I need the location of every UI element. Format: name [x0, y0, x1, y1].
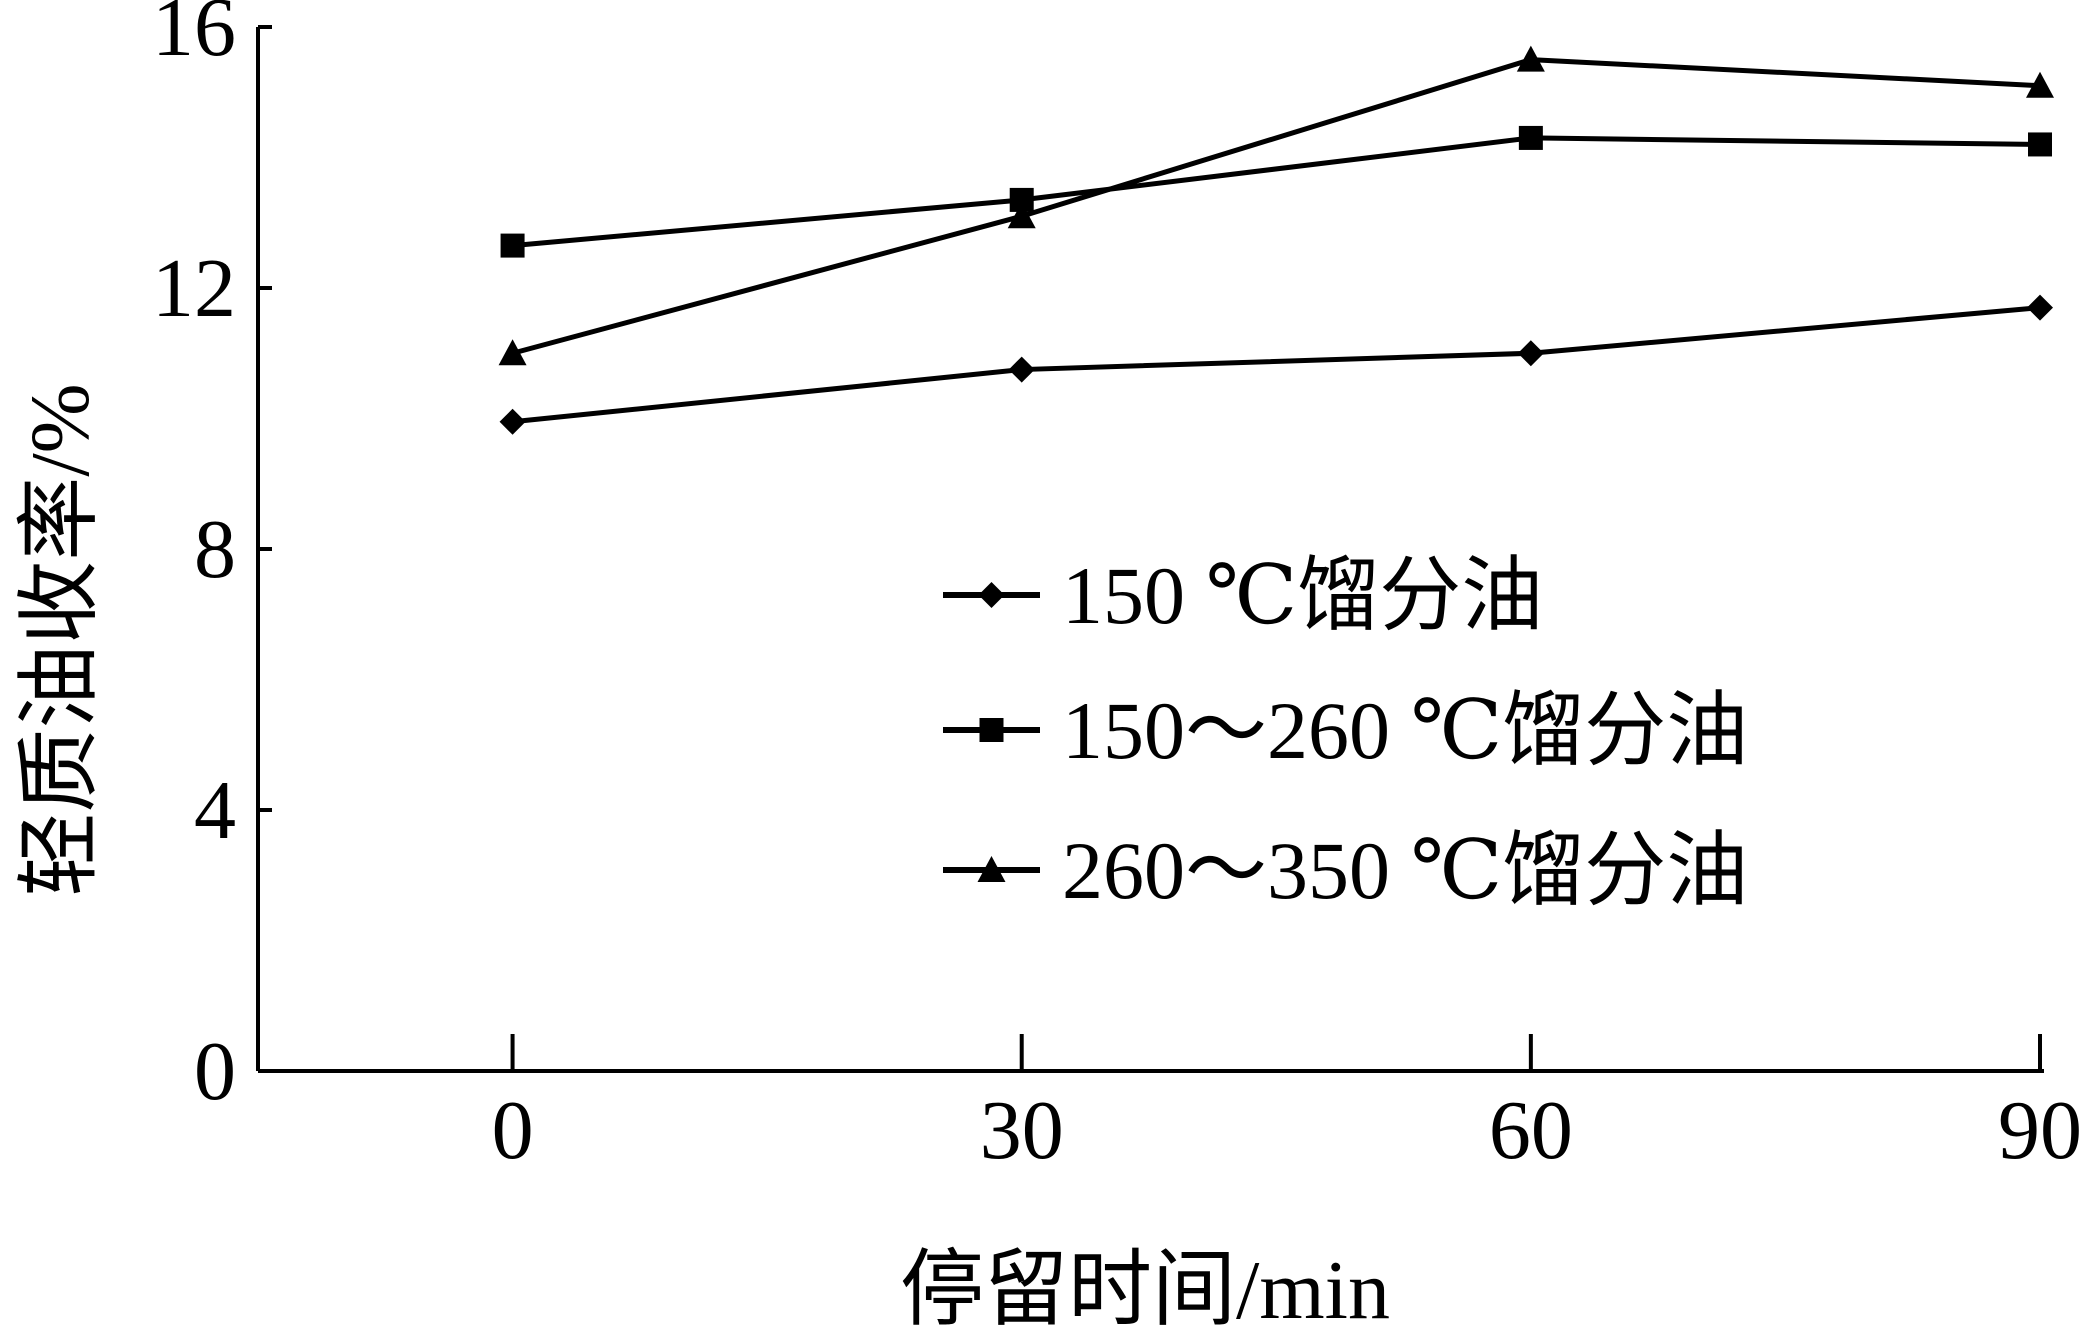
- legend-item-3: 260～350 ℃馏分油: [943, 825, 1748, 916]
- series-2: [500, 125, 2052, 258]
- legend-item-1: 150 ℃馏分油: [943, 550, 1543, 641]
- legend: 150 ℃馏分油 150～260 ℃馏分油 260～350 ℃馏分油: [943, 550, 1748, 916]
- series-1: [499, 294, 2053, 435]
- data-point: [1518, 125, 1543, 150]
- series-line: [511, 57, 2041, 356]
- x-tick-label: 60: [1489, 1084, 1573, 1177]
- legend-item-2: 150～260 ℃馏分油: [943, 685, 1748, 776]
- legend-marker: [978, 582, 1005, 608]
- legend-marker: [977, 856, 1006, 882]
- legend-label: 150 ℃馏分油: [1062, 550, 1543, 641]
- y-axis-title: 轻质油收率/%: [14, 383, 107, 896]
- data-point: [499, 408, 526, 435]
- data-point: [498, 339, 527, 366]
- data-point: [2027, 294, 2053, 321]
- data-point: [1008, 356, 1035, 383]
- x-axis-title: 停留时间/min: [900, 1244, 1390, 1337]
- y-tick-label: 4: [194, 764, 236, 857]
- y-axis-ticks: 0 4 8 12 16: [152, 0, 272, 1118]
- data-point: [500, 233, 525, 258]
- data-point: [2026, 71, 2054, 98]
- series-layer: [498, 45, 2054, 435]
- x-axis-ticks: 0 30 60 90: [492, 1034, 2082, 1177]
- x-tick-label: 30: [980, 1084, 1064, 1177]
- legend-label: 260～350 ℃馏分油: [1062, 825, 1748, 916]
- series-line: [512, 305, 2041, 425]
- x-tick-label: 0: [492, 1084, 534, 1177]
- data-point: [1516, 45, 1545, 72]
- x-tick-label: 90: [1998, 1084, 2082, 1177]
- legend-label: 150～260 ℃馏分油: [1062, 685, 1748, 776]
- series-3: [498, 45, 2054, 366]
- data-point: [1517, 340, 1544, 367]
- data-point: [1007, 202, 1036, 229]
- data-point: [2028, 132, 2052, 157]
- series-line: [512, 135, 2041, 249]
- y-tick-label: 16: [152, 0, 236, 74]
- y-tick-label: 12: [152, 242, 236, 335]
- y-tick-label: 0: [194, 1025, 236, 1118]
- legend-marker: [979, 718, 1004, 742]
- y-tick-label: 8: [194, 503, 236, 596]
